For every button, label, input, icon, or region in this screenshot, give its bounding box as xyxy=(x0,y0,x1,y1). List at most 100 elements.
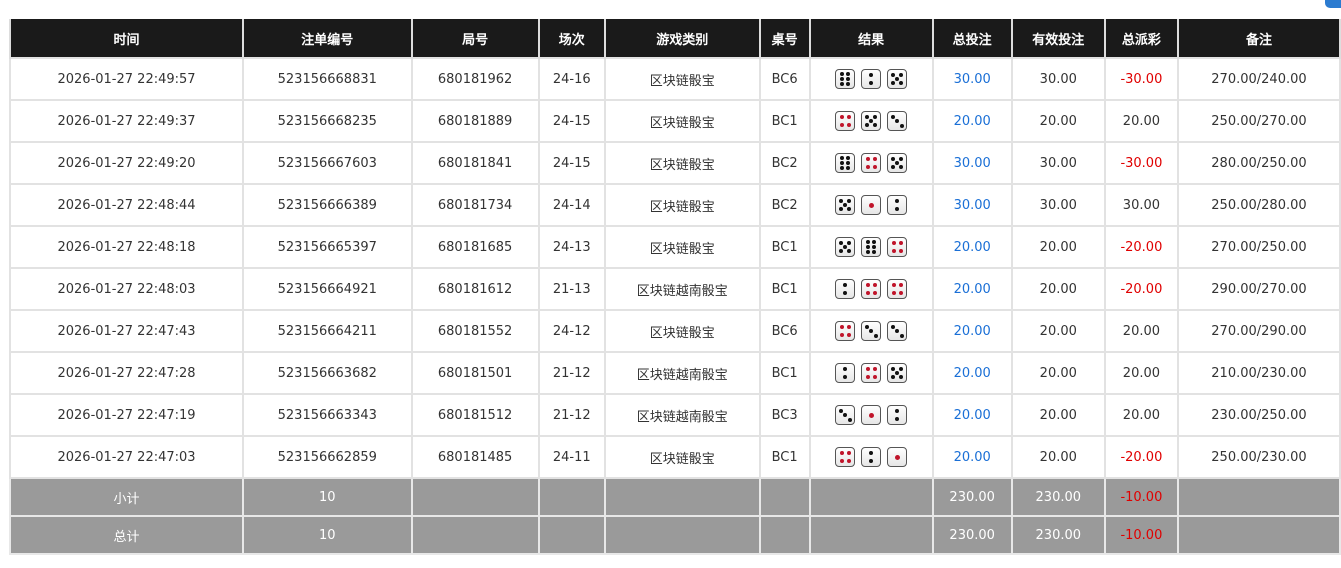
dice-5-icon xyxy=(887,69,908,89)
cell-total-bet: 20.00 xyxy=(931,309,1013,353)
cell-note: 250.00/230.00 xyxy=(1176,435,1341,479)
header-table-no: 桌号 xyxy=(758,19,811,58)
cell-bet-id: 523156663343 xyxy=(242,393,413,437)
table-row: 2026-01-27 22:49:20 523156667603 680181841… xyxy=(8,141,1341,185)
cell-round: 680181612 xyxy=(410,267,540,311)
empty-cell xyxy=(758,477,811,517)
cell-bet-id: 523156664921 xyxy=(242,267,413,311)
cell-result xyxy=(808,141,934,185)
cell-round: 680181962 xyxy=(410,57,540,101)
cell-table-no: BC1 xyxy=(758,267,811,311)
cell-valid-bet: 20.00 xyxy=(1010,225,1106,269)
cell-round: 680181841 xyxy=(410,141,540,185)
summary-valid-bet: 230.00 xyxy=(1010,477,1106,517)
cell-time: 2026-01-27 22:48:03 xyxy=(8,267,245,311)
cell-bet-id: 523156662859 xyxy=(242,435,413,479)
cell-game-type: 区块链越南骰宝 xyxy=(603,267,761,311)
cell-valid-bet: 20.00 xyxy=(1010,351,1106,395)
dice-5-icon xyxy=(835,195,856,215)
cell-table-no: BC6 xyxy=(758,309,811,353)
cell-round: 680181501 xyxy=(410,351,540,395)
empty-cell xyxy=(603,515,761,555)
dice-result xyxy=(835,237,908,257)
dice-4-icon xyxy=(861,153,882,173)
cell-game-type: 区块链骰宝 xyxy=(603,141,761,185)
dice-4-icon xyxy=(887,237,908,257)
empty-cell xyxy=(410,477,540,517)
dice-6-icon xyxy=(861,237,882,257)
cell-total-payout: -20.00 xyxy=(1103,267,1179,311)
header-round: 局号 xyxy=(410,19,540,58)
cell-note: 290.00/270.00 xyxy=(1176,267,1341,311)
cell-round: 680181552 xyxy=(410,309,540,353)
dice-5-icon xyxy=(887,363,908,383)
cell-session: 24-16 xyxy=(537,57,606,101)
cell-session: 24-14 xyxy=(537,183,606,227)
cell-game-type: 区块链骰宝 xyxy=(603,225,761,269)
cell-session: 24-13 xyxy=(537,225,606,269)
dice-2-icon xyxy=(887,405,908,425)
header-session: 场次 xyxy=(537,19,606,58)
cell-session: 24-15 xyxy=(537,141,606,185)
cell-round: 680181512 xyxy=(410,393,540,437)
cell-total-bet: 30.00 xyxy=(931,141,1013,185)
cell-round: 680181734 xyxy=(410,183,540,227)
cell-bet-id: 523156666389 xyxy=(242,183,413,227)
cell-table-no: BC1 xyxy=(758,225,811,269)
cell-total-bet: 30.00 xyxy=(931,57,1013,101)
cell-note: 270.00/250.00 xyxy=(1176,225,1341,269)
header-result: 结果 xyxy=(808,19,934,58)
cell-session: 24-15 xyxy=(537,99,606,143)
dice-4-icon xyxy=(835,111,856,131)
cell-total-payout: -30.00 xyxy=(1103,57,1179,101)
header-game-type: 游戏类别 xyxy=(603,19,761,58)
cell-bet-id: 523156664211 xyxy=(242,309,413,353)
dice-1-icon xyxy=(861,195,882,215)
dice-result xyxy=(835,195,908,215)
table-row: 2026-01-27 22:49:57 523156668831 680181962… xyxy=(8,57,1341,101)
empty-cell xyxy=(1176,477,1341,517)
dice-3-icon xyxy=(861,321,882,341)
table-row: 2026-01-27 22:47:19 523156663343 680181512… xyxy=(8,393,1341,437)
dice-result xyxy=(835,363,908,383)
empty-cell xyxy=(808,515,934,555)
empty-cell xyxy=(410,515,540,555)
table-row: 2026-01-27 22:48:03 523156664921 680181612… xyxy=(8,267,1341,311)
cell-time: 2026-01-27 22:47:03 xyxy=(8,435,245,479)
cell-game-type: 区块链越南骰宝 xyxy=(603,393,761,437)
cell-total-payout: 20.00 xyxy=(1103,351,1179,395)
total-row: 总计 10 230.00 230.00 -10.00 xyxy=(8,515,1341,555)
cell-game-type: 区块链骰宝 xyxy=(603,183,761,227)
summary-count: 10 xyxy=(242,515,413,555)
cell-bet-id: 523156667603 xyxy=(242,141,413,185)
dice-3-icon xyxy=(835,405,856,425)
cell-result xyxy=(808,393,934,437)
cell-result xyxy=(808,351,934,395)
cell-table-no: BC1 xyxy=(758,351,811,395)
header-total-bet: 总投注 xyxy=(931,19,1013,58)
dice-6-icon xyxy=(835,153,856,173)
cell-total-bet: 20.00 xyxy=(931,99,1013,143)
dice-4-icon xyxy=(835,447,856,467)
bet-records-table: 时间 注单编号 局号 场次 游戏类别 桌号 结果 总投注 有效投注 总派彩 备注 2026-01-2… xyxy=(8,19,1341,555)
dice-3-icon xyxy=(887,111,908,131)
dice-result xyxy=(835,447,908,467)
cell-total-payout: 20.00 xyxy=(1103,99,1179,143)
cell-session: 21-12 xyxy=(537,393,606,437)
dice-6-icon xyxy=(835,69,856,89)
dice-2-icon xyxy=(861,69,882,89)
cell-total-bet: 20.00 xyxy=(931,225,1013,269)
cell-total-payout: -30.00 xyxy=(1103,141,1179,185)
summary-valid-bet: 230.00 xyxy=(1010,515,1106,555)
cell-note: 280.00/250.00 xyxy=(1176,141,1341,185)
dice-4-icon xyxy=(861,363,882,383)
empty-cell xyxy=(603,477,761,517)
cell-table-no: BC2 xyxy=(758,141,811,185)
cell-note: 250.00/280.00 xyxy=(1176,183,1341,227)
cell-game-type: 区块链骰宝 xyxy=(603,99,761,143)
dice-5-icon xyxy=(861,111,882,131)
table-header: 时间 注单编号 局号 场次 游戏类别 桌号 结果 总投注 有效投注 总派彩 备注 xyxy=(8,19,1341,58)
dice-4-icon xyxy=(887,279,908,299)
cell-game-type: 区块链越南骰宝 xyxy=(603,351,761,395)
corner-button[interactable] xyxy=(1325,0,1341,8)
